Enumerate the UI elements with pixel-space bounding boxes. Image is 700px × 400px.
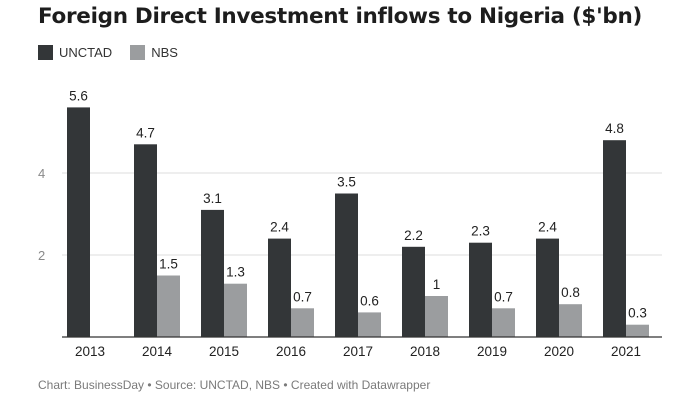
data-label-unctad-2017: 3.5: [337, 175, 356, 190]
data-label-unctad-2019: 2.3: [471, 224, 490, 239]
legend-item-nbs: NBS: [130, 45, 178, 60]
data-label-unctad-2016: 2.4: [270, 220, 289, 235]
x-tick-label-2013: 2013: [75, 344, 105, 359]
bar-nbs-2015: [224, 283, 247, 337]
data-label-nbs-2015: 1.3: [226, 265, 245, 280]
bar-unctad-2015: [201, 209, 224, 337]
y-tick-label-4: 4: [38, 166, 45, 181]
chart-title: Foreign Direct Investment inflows to Nig…: [38, 4, 643, 29]
data-label-nbs-2016: 0.7: [293, 289, 312, 304]
bar-nbs-2018: [425, 296, 448, 337]
data-label-unctad-2014: 4.7: [136, 125, 155, 140]
bar-unctad-2021: [603, 140, 626, 337]
bar-nbs-2016: [291, 308, 314, 337]
legend-label-unctad: UNCTAD: [59, 45, 113, 60]
data-label-nbs-2017: 0.6: [360, 293, 379, 308]
bar-unctad-2013: [67, 107, 90, 338]
x-tick-label-2018: 2018: [410, 344, 440, 359]
bar-nbs-2014: [157, 275, 180, 337]
legend-swatch-unctad: [38, 45, 53, 60]
legend-label-nbs: NBS: [151, 45, 178, 60]
x-tick-label-2015: 2015: [209, 344, 239, 359]
data-label-unctad-2018: 2.2: [404, 228, 423, 243]
bar-unctad-2019: [469, 242, 492, 337]
bar-nbs-2021: [626, 324, 649, 337]
x-tick-label-2016: 2016: [276, 344, 306, 359]
data-label-unctad-2020: 2.4: [538, 220, 557, 235]
bar-unctad-2016: [268, 238, 291, 337]
x-tick-label-2014: 2014: [142, 344, 173, 359]
chart-footer: Chart: BusinessDay • Source: UNCTAD, NBS…: [38, 378, 431, 392]
bar-unctad-2014: [134, 144, 157, 337]
data-label-unctad-2013: 5.6: [69, 88, 88, 103]
data-label-nbs-2018: 1: [433, 277, 441, 292]
legend-item-unctad: UNCTAD: [38, 45, 112, 60]
x-tick-label-2021: 2021: [611, 344, 641, 359]
data-label-unctad-2021: 4.8: [605, 121, 624, 136]
bar-nbs-2020: [559, 304, 582, 337]
data-label-nbs-2019: 0.7: [494, 289, 513, 304]
bar-unctad-2020: [536, 238, 559, 337]
x-tick-label-2020: 2020: [544, 344, 574, 359]
legend-swatch-nbs: [130, 45, 146, 60]
x-tick-label-2017: 2017: [343, 344, 373, 359]
data-label-nbs-2020: 0.8: [561, 285, 580, 300]
data-label-nbs-2014: 1.5: [159, 257, 178, 272]
data-label-nbs-2021: 0.3: [628, 306, 647, 321]
bar-nbs-2019: [492, 308, 515, 337]
y-tick-label-2: 2: [38, 248, 45, 263]
x-tick-label-2019: 2019: [477, 344, 507, 359]
bar-nbs-2017: [358, 312, 381, 337]
bar-unctad-2017: [335, 193, 358, 337]
data-label-unctad-2015: 3.1: [203, 191, 222, 206]
chart-legend: UNCTAD NBS: [38, 45, 196, 60]
bar-unctad-2018: [402, 246, 425, 337]
